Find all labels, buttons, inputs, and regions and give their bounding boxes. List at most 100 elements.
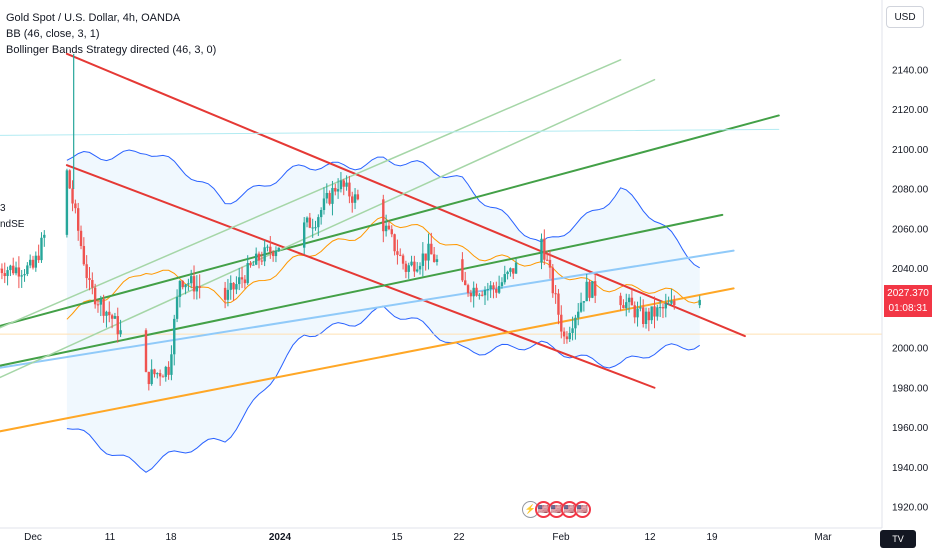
candle-body [540, 238, 543, 263]
candle-body [0, 268, 4, 274]
candle-body [277, 247, 280, 252]
last-price-value: 2027.370 [887, 288, 929, 299]
candle-body [308, 217, 312, 228]
y-tick-label: 2080.00 [892, 185, 929, 196]
candle-body [435, 259, 439, 262]
candle-body [424, 253, 427, 261]
symbol-title[interactable]: Gold Spot / U.S. Dollar, 4h, OANDA [6, 12, 181, 24]
candle-body [503, 274, 506, 283]
y-tick-label: 1960.00 [892, 423, 929, 434]
candle-body [34, 255, 38, 268]
candle-body [173, 318, 176, 355]
candle-body [116, 316, 119, 335]
trendline-light-green [0, 78, 656, 379]
candle-body [413, 261, 416, 272]
candle-body [664, 303, 667, 309]
candle-body [582, 301, 586, 303]
candle-body [670, 300, 673, 304]
candle-body [85, 264, 88, 279]
candle-body [486, 289, 490, 291]
candle-body [399, 254, 402, 256]
candle-body [178, 280, 182, 297]
trendline-orange [0, 287, 735, 433]
candle-body [93, 287, 97, 305]
candle-body [464, 280, 467, 286]
candle-body [396, 251, 399, 255]
candle-body [305, 217, 309, 223]
candle-body [198, 285, 201, 288]
candle-body [551, 267, 554, 294]
candle-body [91, 279, 94, 288]
candle-body [351, 196, 354, 203]
candle-body [339, 180, 343, 190]
price-axis-bg [882, 0, 932, 550]
strategy-indicator-label[interactable]: Bollinger Bands Strategy directed (46, 3… [6, 44, 217, 56]
candle-body [625, 302, 628, 309]
tradingview-logo[interactable]: TV [880, 530, 916, 548]
candle-body [257, 253, 261, 261]
candle-body [432, 254, 436, 262]
candle-body [243, 279, 247, 284]
candle-body [110, 315, 114, 319]
candle-body [336, 189, 340, 192]
currency-button[interactable]: USD [886, 6, 924, 28]
candle-body [509, 268, 512, 272]
candle-body [560, 314, 563, 332]
candle-body [571, 328, 574, 333]
y-tick-label: 2120.00 [892, 105, 929, 116]
candle-body [593, 281, 597, 296]
candle-body [545, 259, 549, 261]
candle-body [190, 276, 193, 284]
candle-body [43, 234, 46, 238]
x-tick-label: 11 [105, 532, 116, 543]
candle-body [514, 262, 518, 274]
candle-body [328, 192, 331, 204]
candle-body [246, 263, 249, 284]
candle-body [421, 253, 425, 266]
candle-body [489, 285, 492, 290]
trendline-green [0, 213, 724, 367]
candle-body [506, 271, 509, 275]
candle-body [68, 170, 71, 189]
us-flag-icon[interactable]: 🇺🇸 [574, 501, 591, 518]
candle-body [26, 265, 29, 275]
candle-body [492, 285, 495, 290]
candle-body [472, 287, 475, 297]
candle-body [636, 308, 639, 318]
bb-upper-band [66, 149, 700, 269]
candle-body [342, 180, 345, 187]
candle-body [416, 269, 419, 272]
candle-body [410, 261, 413, 266]
bb-indicator-label[interactable]: BB (46, close, 3, 1) [6, 28, 100, 40]
trendline-light-blue [0, 249, 735, 369]
candle-body [113, 316, 117, 319]
candle-body [167, 366, 170, 375]
strategy-order-label-2: ndSE [0, 219, 25, 230]
candle-body [647, 311, 651, 321]
x-tick-label: 12 [644, 532, 656, 543]
candle-body [512, 268, 515, 274]
candle-body [6, 270, 9, 277]
y-tick-label: 1940.00 [892, 463, 929, 474]
candle-body [3, 273, 6, 277]
candle-body [427, 243, 430, 261]
candle-body [673, 300, 676, 306]
candle-body [153, 369, 156, 375]
candle-body [579, 302, 583, 312]
candle-body [585, 281, 588, 302]
candle-body [40, 237, 43, 261]
candle-body [480, 294, 484, 296]
candle-body [568, 332, 571, 340]
x-tick-label: 2024 [269, 532, 292, 543]
candle-body [37, 255, 40, 261]
candle-body [12, 265, 15, 274]
candle-body [150, 369, 153, 385]
candle-body [9, 265, 12, 271]
candle-body [345, 182, 348, 187]
candle-body [348, 182, 351, 197]
candle-body [99, 299, 102, 305]
y-tick-label: 2140.00 [892, 65, 929, 76]
candle-body [187, 283, 190, 285]
candle-body [630, 297, 634, 306]
